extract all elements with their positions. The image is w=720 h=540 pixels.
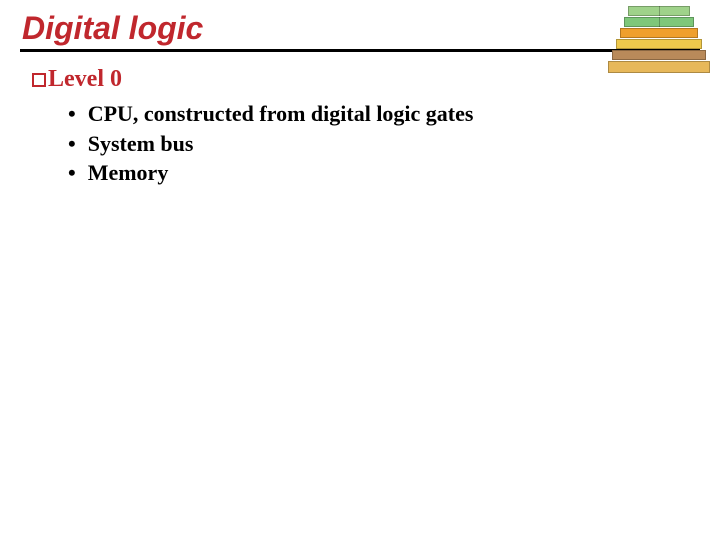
pyramid-layer — [616, 39, 702, 49]
title-underline — [20, 49, 700, 52]
pyramid-layer — [620, 28, 698, 38]
checkbox-icon — [32, 73, 46, 87]
bullet-text: CPU, constructed from digital logic gate… — [88, 99, 474, 129]
list-item: • CPU, constructed from digital logic ga… — [68, 99, 700, 129]
list-item: • Memory — [68, 158, 700, 188]
bullet-text: System bus — [88, 129, 194, 159]
section-heading: Level 0 — [32, 66, 700, 93]
list-item: • System bus — [68, 129, 700, 159]
slide-title: Digital logic — [22, 10, 700, 47]
bullet-icon: • — [68, 158, 76, 188]
bullet-icon: • — [68, 129, 76, 159]
bullet-text: Memory — [88, 158, 169, 188]
bullet-list: • CPU, constructed from digital logic ga… — [68, 99, 700, 188]
pyramid-graphic — [604, 4, 714, 78]
heading-text: Level 0 — [48, 66, 122, 92]
bullet-icon: • — [68, 99, 76, 129]
pyramid-layer — [612, 50, 706, 60]
pyramid-layer — [608, 61, 710, 73]
